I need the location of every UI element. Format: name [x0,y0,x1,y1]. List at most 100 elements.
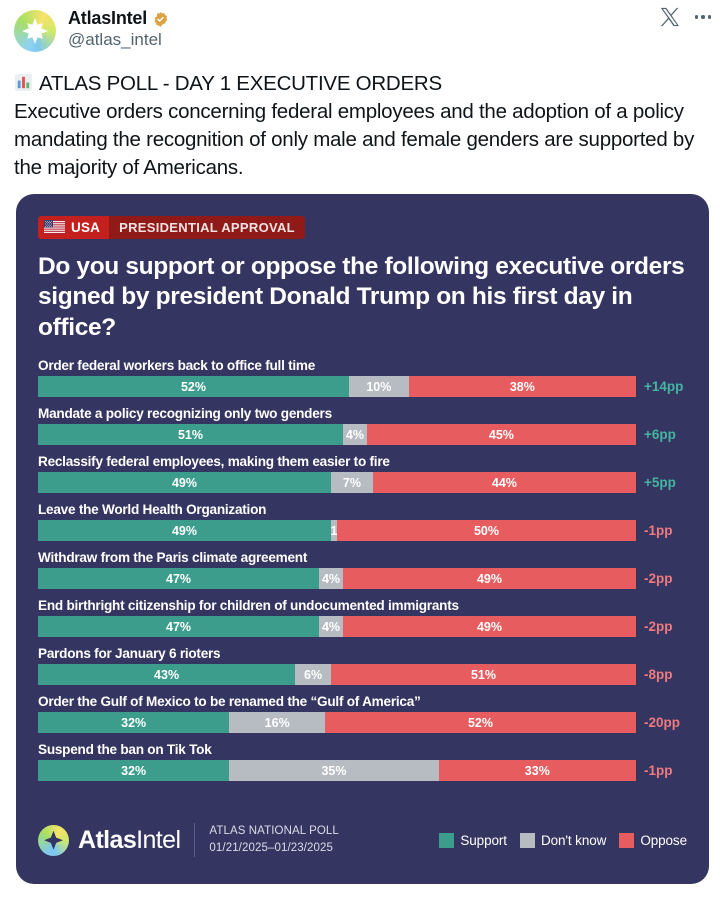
brand-name-bold: Atlas [78,825,137,854]
poll-row: Order the Gulf of Mexico to be renamed t… [38,694,687,734]
poll-bar-wrap: 49% 7% 44% +5pp [38,472,687,494]
bar-segment-oppose: 38% [408,376,636,398]
poll-row-label: Pardons for January 6 rioters [38,646,221,662]
stacked-bar: 32% 35% 33% [38,760,636,782]
brand-block: AtlasIntel [38,824,181,856]
bar-segment-support: 52% [38,376,349,398]
margin-pp-label: -1pp [644,763,673,779]
brand-name: AtlasIntel [78,825,181,855]
margin-pp-label: +5pp [644,475,676,491]
bar-segment-dont-know: 10% [348,376,409,398]
poll-row: End birthright citizenship for children … [38,598,687,638]
poll-row-label: End birthright citizenship for children … [38,598,459,614]
header-actions [659,6,711,28]
poll-row-label: Order the Gulf of Mexico to be renamed t… [38,694,421,710]
poll-rows: Order federal workers back to office ful… [38,358,687,782]
brand-name-thin: Intel [136,825,181,854]
poll-row-label: Withdraw from the Paris climate agreemen… [38,550,308,566]
bar-segment-oppose: 51% [331,664,636,686]
margin-pp-label: -8pp [644,667,673,683]
bar-segment-oppose: 50% [336,520,636,542]
poll-bar-wrap: 52% 10% 38% +14pp [38,376,687,398]
bar-segment-dont-know: 16% [229,712,326,734]
stacked-bar: 51% 4% 45% [38,424,636,446]
bar-segment-oppose: 44% [372,472,636,494]
stacked-bar: 52% 10% 38% [38,376,636,398]
poll-bar-wrap: 51% 4% 45% +6pp [38,424,687,446]
bar-segment-support: 32% [38,712,230,734]
poll-row: Order federal workers back to office ful… [38,358,687,398]
avatar[interactable] [14,10,56,52]
legend-oppose-label: Oppose [640,832,687,848]
author-handle[interactable]: @atlas_intel [68,30,162,50]
poll-bar-wrap: 32% 35% 33% -1pp [38,760,687,782]
margin-pp-label: +14pp [644,379,684,395]
poll-bar-wrap: 32% 16% 52% -20pp [38,712,687,734]
atlasintel-logo-icon [38,824,69,856]
display-name[interactable]: AtlasIntel [68,8,148,28]
poll-row: Mandate a policy recognizing only two ge… [38,406,687,446]
poll-row: Pardons for January 6 rioters 43% 6% 51% -8p… [38,646,687,686]
margin-pp-label: -1pp [644,523,673,539]
legend-support-swatch-icon [439,832,455,848]
bar-segment-oppose: 49% [342,616,636,638]
poll-card: USA PRESIDENTIAL APPROVAL Do you support… [16,193,709,884]
chart-legend: Support Don't know Oppose [439,832,687,848]
stacked-bar: 47% 4% 49% [38,568,636,590]
badge-category-label: PRESIDENTIAL APPROVAL [109,215,305,239]
badge-country: USA [38,215,110,239]
stacked-bar: 43% 6% 51% [38,664,636,686]
margin-pp-label: -20pp [644,715,681,731]
avatar-star-icon [22,18,48,44]
tweet-headline: ATLAS POLL - DAY 1 EXECUTIVE ORDERS [39,72,442,95]
bar-segment-oppose: 49% [342,568,636,590]
usa-flag-icon [44,220,65,234]
poll-meta: ATLAS NATIONAL POLL 01/21/2025–01/23/202… [209,823,339,858]
poll-row: Suspend the ban on Tik Tok 32% 35% 33% -1pp [38,742,687,782]
country-category-badge: USA PRESIDENTIAL APPROVAL [38,215,305,239]
bar-segment-dont-know: 7% [331,472,373,494]
tweet-text: Executive orders concerning federal empl… [14,99,695,179]
footer-divider [194,823,196,858]
poll-row-label: Mandate a policy recognizing only two ge… [38,406,332,422]
bar-segment-dont-know: 1 [331,520,337,542]
bar-segment-support: 51% [38,424,343,446]
poll-row: Leave the World Health Organization 49% 1 5… [38,502,687,542]
poll-dates: 01/21/2025–01/23/2025 [209,842,334,855]
legend-oppose: Oppose [619,832,687,848]
more-options-icon[interactable] [694,15,711,19]
poll-bar-wrap: 47% 4% 49% -2pp [38,568,687,590]
tweet-header: AtlasIntel @atlas_intel [0,0,725,62]
poll-row-label: Order federal workers back to office ful… [38,358,316,374]
legend-oppose-swatch-icon [619,832,635,848]
poll-bar-wrap: 47% 4% 49% -2pp [38,616,687,638]
bar-segment-dont-know: 35% [229,760,439,782]
bar-segment-support: 43% [38,664,296,686]
poll-bar-wrap: 43% 6% 51% -8pp [38,664,687,686]
poll-row-label: Suspend the ban on Tik Tok [38,742,212,758]
bar-segment-oppose: 33% [438,760,636,782]
author-block: AtlasIntel @atlas_intel [68,8,169,50]
poll-row-label: Reclassify federal employees, making the… [38,454,390,470]
x-logo-icon[interactable] [659,6,681,28]
legend-dont-know-label: Don't know [540,832,607,848]
poll-row: Reclassify federal employees, making the… [38,454,687,494]
legend-dont-know-swatch-icon [519,832,535,848]
bar-segment-oppose: 52% [325,712,636,734]
bar-segment-support: 49% [38,520,332,542]
card-footer: AtlasIntel ATLAS NATIONAL POLL 01/21/202… [38,823,687,858]
badge-country-label: USA [71,219,101,235]
bar-segment-support: 49% [38,472,332,494]
poll-question: Do you support or oppose the following e… [38,252,685,342]
stacked-bar: 47% 4% 49% [38,616,636,638]
margin-pp-label: -2pp [644,619,673,635]
bar-segment-dont-know: 6% [295,664,331,686]
legend-support: Support [439,832,507,848]
bar-segment-dont-know: 4% [342,424,367,446]
bar-segment-support: 47% [38,568,320,590]
legend-support-label: Support [460,832,507,848]
stacked-bar: 32% 16% 52% [38,712,636,734]
bar-segment-support: 32% [38,760,230,782]
poll-bar-wrap: 49% 1 50% -1pp [38,520,687,542]
bar-segment-dont-know: 4% [319,616,343,638]
